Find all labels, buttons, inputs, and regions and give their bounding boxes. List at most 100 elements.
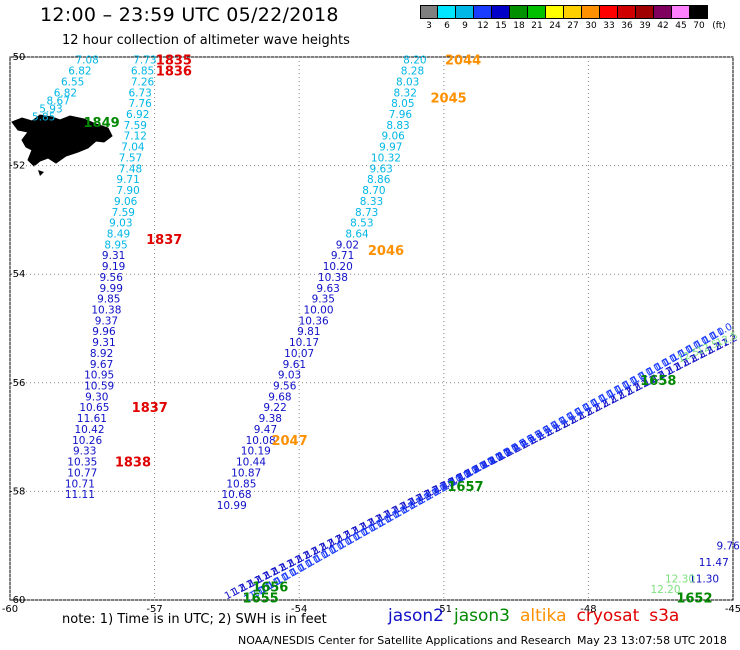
- wave-height-point: 7.90: [116, 185, 139, 197]
- color-scale-swatch: [492, 5, 510, 19]
- wave-height-point: 10.44: [236, 457, 266, 469]
- color-scale-swatch: [420, 5, 438, 19]
- wave-height-point: 9.71: [331, 250, 354, 262]
- color-scale-value: 9: [462, 21, 468, 31]
- color-scale-value: 21: [531, 21, 543, 31]
- x-tick-label: -51: [436, 604, 452, 615]
- wave-height-point: 7.59: [112, 207, 135, 219]
- wave-height-point: 8.28: [401, 66, 424, 78]
- time-label: 2045: [431, 92, 467, 107]
- wave-height-point: 8.86: [367, 174, 391, 186]
- wave-height-point: 9.96: [92, 326, 116, 338]
- wave-height-point: 8.33: [360, 196, 383, 208]
- wave-height-point: 9.56: [273, 381, 297, 393]
- wave-height-point: 9.56: [100, 272, 124, 284]
- y-tick-label: -56: [9, 378, 25, 389]
- wave-height-point: 9.67: [90, 359, 113, 371]
- time-label: 1838: [115, 456, 151, 471]
- wave-height-point: 6.82: [54, 87, 77, 99]
- color-scale-value: 3: [426, 21, 432, 31]
- wave-height-point: 7.57: [119, 152, 142, 164]
- wave-height-point: 9.30: [85, 391, 108, 403]
- wave-height-point: 10.38: [91, 304, 121, 316]
- wave-height-point: 5.85: [32, 112, 55, 124]
- wave-height-point: 9.71: [116, 174, 139, 186]
- wave-height-point: 6.85: [131, 66, 154, 78]
- wave-height-point: 10.32: [371, 152, 401, 164]
- wave-height-point: 5.93: [39, 104, 62, 116]
- color-scale-swatch: [636, 5, 654, 19]
- wave-height-point: 9.19: [102, 261, 125, 273]
- color-scale-swatch: [546, 5, 564, 19]
- wave-height-point: 9.85: [97, 294, 120, 306]
- time-label: 2044: [445, 54, 481, 69]
- wave-height-point: 9.63: [316, 283, 339, 295]
- color-scale-value: 45: [675, 21, 687, 31]
- legend-item-altika: altika: [520, 606, 567, 626]
- wave-height-point: 8.70: [362, 185, 385, 197]
- land-mass: [11, 114, 113, 167]
- time-label: 1655: [243, 591, 279, 606]
- color-scale-value: 15: [495, 21, 507, 31]
- color-scale-value: 70: [693, 21, 705, 31]
- wave-height-point: 10.77: [67, 467, 97, 479]
- wave-height-point: 11.11: [65, 489, 95, 501]
- wave-height-point: 10.38: [318, 272, 348, 284]
- wave-height-point: 9.68: [268, 391, 291, 403]
- legend-item-s3a: s3a: [649, 606, 680, 626]
- color-scale-value: 18: [513, 21, 525, 31]
- legend-item-jason3: jason3: [454, 606, 510, 626]
- wave-height-point: 8.53: [350, 218, 373, 230]
- color-scale-swatch: [690, 5, 708, 19]
- wave-height-point: 10.99: [217, 500, 247, 512]
- color-scale-value: 24: [549, 21, 561, 31]
- time-label: 1657: [447, 480, 483, 495]
- color-scale-swatch: [456, 5, 474, 19]
- wave-height-point: 9.06: [114, 196, 138, 208]
- wave-height-point: 9.22: [263, 402, 286, 414]
- wave-height-point: 10.68: [222, 489, 252, 501]
- wave-height-point: 9.35: [312, 294, 335, 306]
- x-tick-label: -54: [291, 604, 307, 615]
- note-text: note: 1) Time is in UTC; 2) SWH is in fe…: [62, 612, 327, 627]
- wave-height-point: 10.87: [231, 467, 261, 479]
- wave-height-point: 7.26: [131, 76, 155, 88]
- color-scale-swatch: [438, 5, 456, 19]
- legend-item-jason2: jason2: [388, 606, 444, 626]
- color-scale-swatch: [564, 5, 582, 19]
- wave-height-point: 8.64: [345, 228, 369, 240]
- wave-height-point: 11.30: [689, 573, 719, 585]
- time-label: 1658: [640, 374, 676, 389]
- time-label: 1836: [156, 65, 192, 80]
- time-label: 1837: [146, 233, 182, 248]
- time-label: 1656: [252, 580, 288, 595]
- color-scale-value: 33: [603, 21, 615, 31]
- y-tick-label: -54: [9, 269, 25, 280]
- time-label: 1652: [676, 591, 712, 606]
- wave-height-point: 10.19: [241, 446, 271, 458]
- color-scale-swatch: [654, 5, 672, 19]
- wave-height-point: 10.35: [67, 457, 97, 469]
- time-label: 1835: [156, 54, 192, 69]
- wave-height-point: 9.76: [716, 541, 740, 553]
- wave-height-point: 12.20: [650, 584, 680, 596]
- wave-height-point: 9.47: [254, 424, 277, 436]
- color-scale-swatch: [474, 5, 492, 19]
- wave-height-point: 6.92: [126, 109, 149, 121]
- color-scale-swatch: [582, 5, 600, 19]
- wave-height-point: 10.95: [84, 370, 114, 382]
- wave-height-point: 9.33: [73, 446, 96, 458]
- wave-height-point: 9.81: [297, 326, 320, 338]
- plot-frame: [9, 56, 734, 601]
- wave-height-point: 9.61: [283, 359, 306, 371]
- wave-height-point: 7.12: [124, 131, 147, 143]
- color-scale-labels: 3 6 9 12 15 18 21 24 27 30 33 36 39 42 45 70 (ft): [420, 21, 730, 31]
- wave-height-point: 7.96: [389, 109, 413, 121]
- color-scale-value: 27: [567, 21, 579, 31]
- wave-height-point: 7.08: [75, 55, 98, 67]
- wave-height-point: 10.17: [289, 337, 319, 349]
- wave-height-point: 11.47: [699, 557, 729, 569]
- wave-height-point: 8.20: [403, 55, 426, 67]
- wave-height-point: 6.82: [68, 66, 91, 78]
